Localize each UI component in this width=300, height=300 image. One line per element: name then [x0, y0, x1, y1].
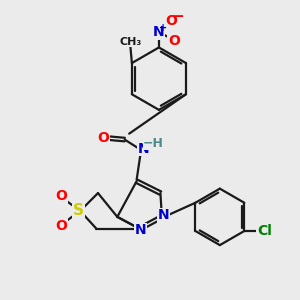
- Text: O: O: [56, 189, 68, 203]
- Text: O: O: [56, 219, 68, 233]
- Text: O: O: [168, 34, 180, 48]
- Text: N: N: [158, 208, 169, 222]
- Text: −: −: [171, 9, 184, 24]
- Text: +: +: [159, 23, 167, 33]
- Text: −H: −H: [143, 137, 164, 150]
- Text: N: N: [138, 142, 149, 155]
- Text: CH₃: CH₃: [119, 37, 142, 47]
- Text: Cl: Cl: [257, 224, 272, 238]
- Text: N: N: [134, 223, 146, 237]
- Text: O: O: [166, 14, 177, 28]
- Text: O: O: [97, 131, 109, 145]
- Text: S: S: [73, 203, 84, 218]
- Text: N: N: [153, 25, 165, 39]
